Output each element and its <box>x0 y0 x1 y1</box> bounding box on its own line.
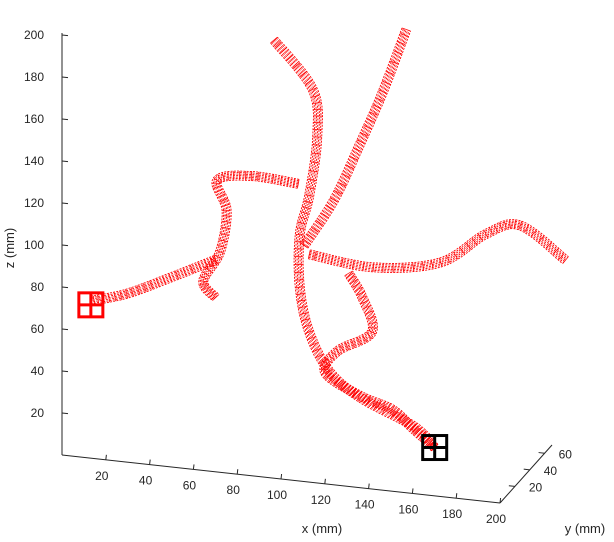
x-tick-mark <box>324 478 326 484</box>
z-tick-label: 160 <box>24 112 44 126</box>
z-tick-label: 80 <box>31 280 45 294</box>
z-tick-mark <box>61 118 69 121</box>
x-tick-label: 80 <box>227 483 241 497</box>
x-tick-label: 200 <box>486 512 506 526</box>
z-tick-label: 20 <box>31 406 45 420</box>
x-tick-label: 60 <box>183 478 197 492</box>
vessel-segment-3 <box>307 219 569 273</box>
z-tick-label: 120 <box>24 196 44 210</box>
z-tick-mark <box>61 202 69 205</box>
vessel-segment-1 <box>270 36 439 451</box>
z-tick-mark <box>61 328 69 331</box>
z-tick-label: 180 <box>24 70 44 84</box>
y-tick-label: 60 <box>559 447 573 461</box>
axes <box>61 33 553 504</box>
x-tick-label: 140 <box>355 498 375 512</box>
endpoint-markers <box>77 291 449 462</box>
x-tick-label: 20 <box>95 469 109 483</box>
x-tick-label: 40 <box>139 474 153 488</box>
x-axis-ticks: 20 40 60 80 100 120 140 160 180 200 <box>95 454 506 526</box>
end-marker <box>421 434 449 462</box>
x-axis-label: x (mm) <box>302 521 342 536</box>
x-tick-label: 100 <box>267 488 287 502</box>
z-tick-mark <box>61 412 69 415</box>
x-tick-mark <box>368 483 370 489</box>
x-tick-mark <box>236 469 239 475</box>
x-tick-mark <box>499 497 502 504</box>
z-tick-label: 100 <box>24 238 44 252</box>
y-tick-mark <box>538 452 545 454</box>
y-tick-label: 40 <box>544 464 558 478</box>
vessel-segment-5 <box>198 170 300 301</box>
start-marker <box>77 291 105 319</box>
y-tick-label: 20 <box>529 480 543 494</box>
z-tick-mark <box>61 160 69 163</box>
y-tick-mark <box>523 468 530 471</box>
z-tick-label: 60 <box>31 322 45 336</box>
z-tick-label: 140 <box>24 154 44 168</box>
x-tick-mark <box>411 488 414 494</box>
x-tick-mark <box>280 473 283 480</box>
x-tick-mark <box>192 464 195 470</box>
vessel-segment-2 <box>300 27 411 249</box>
z-tick-label: 200 <box>24 28 44 42</box>
x-tick-mark <box>105 454 107 460</box>
x-tick-label: 180 <box>442 507 462 521</box>
z-tick-label: 40 <box>31 364 45 378</box>
z-tick-mark <box>61 286 69 289</box>
z-axis-label: z (mm) <box>2 228 17 268</box>
y-axis-label: y (mm) <box>565 521 605 536</box>
x-tick-mark <box>455 493 458 499</box>
vessel-lines <box>89 27 569 452</box>
vessel-segment-6 <box>89 255 218 306</box>
z-tick-mark <box>61 244 69 247</box>
z-tick-mark <box>61 76 69 79</box>
x-tick-label: 160 <box>398 502 418 516</box>
z-tick-mark <box>61 370 69 373</box>
y-axis-line <box>499 444 553 504</box>
x-tick-label: 120 <box>311 493 331 507</box>
z-tick-mark <box>61 34 69 37</box>
x-tick-mark <box>149 459 151 465</box>
vessel-segment-4 <box>319 270 438 452</box>
z-axis-ticks: 20 40 60 80 100 120 140 160 180 200 <box>24 28 69 420</box>
y-tick-mark <box>508 485 515 487</box>
